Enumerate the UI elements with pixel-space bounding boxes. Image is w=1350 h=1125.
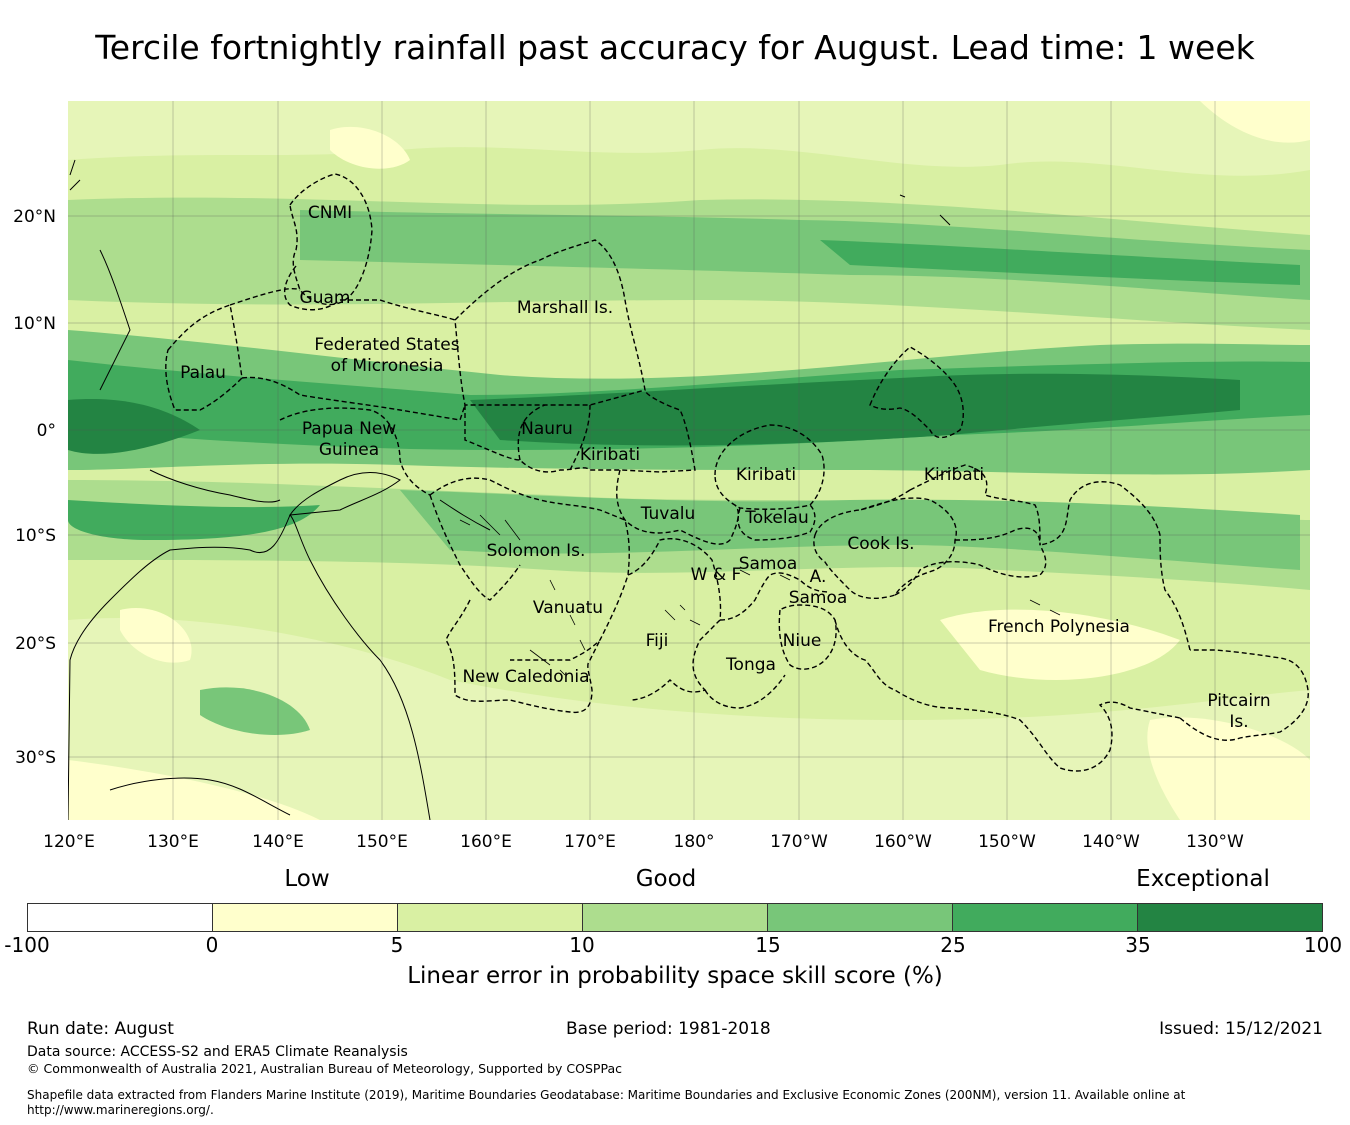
lon-label: 130°E bbox=[147, 832, 199, 852]
lat-label: 20°S bbox=[15, 634, 56, 654]
colorbar-segment bbox=[1138, 904, 1322, 931]
data-source: Data source: ACCESS-S2 and ERA5 Climate … bbox=[27, 1044, 408, 1060]
label-fiji: Fiji bbox=[646, 631, 669, 651]
lat-label: 20°N bbox=[13, 207, 56, 227]
label-nauru: Nauru bbox=[521, 419, 573, 439]
rainfall-skill-map: CNMI Guam Marshall Is. Federated States … bbox=[13, 101, 1310, 852]
label-palau: Palau bbox=[180, 363, 226, 383]
issued-date: Issued: 15/12/2021 bbox=[1159, 1019, 1323, 1039]
graticule bbox=[68, 101, 1310, 820]
coastlines bbox=[68, 159, 951, 820]
label-fsm-2: of Micronesia bbox=[331, 356, 444, 376]
legend-low: Low bbox=[284, 866, 330, 892]
colorbar-tick: 35 bbox=[1125, 933, 1151, 957]
shapefile-credit: Shapefile data extracted from Flanders M… bbox=[27, 1088, 1186, 1117]
label-cook: Cook Is. bbox=[847, 534, 914, 554]
colorbar-segment bbox=[583, 904, 768, 931]
label-pitcairn-1: Pitcairn bbox=[1207, 691, 1270, 711]
base-period: Base period: 1981-2018 bbox=[566, 1019, 771, 1039]
colorbar-segment bbox=[28, 904, 213, 931]
lat-label: 0° bbox=[37, 421, 56, 441]
colorbar bbox=[27, 903, 1323, 932]
label-samoa: Samoa bbox=[739, 554, 798, 574]
label-wallis-futuna: W & F bbox=[691, 565, 742, 585]
colorbar-segment bbox=[398, 904, 583, 931]
copyright: © Commonwealth of Australia 2021, Austra… bbox=[27, 1061, 622, 1076]
label-kiribati-central: Kiribati bbox=[736, 465, 796, 485]
label-pitcairn-2: Is. bbox=[1229, 712, 1248, 732]
label-tokelau: Tokelau bbox=[744, 508, 809, 528]
run-date: Run date: August bbox=[27, 1019, 174, 1039]
label-marshall: Marshall Is. bbox=[517, 298, 613, 318]
latitude-labels: 20°N 10°N 0° 10°S 20°S 30°S bbox=[13, 207, 56, 768]
label-png-1: Papua New bbox=[302, 419, 396, 439]
label-cnmi: CNMI bbox=[308, 203, 352, 223]
lon-label: 170°W bbox=[770, 832, 828, 852]
islands bbox=[459, 514, 1061, 676]
colorbar-tick: 10 bbox=[569, 933, 595, 957]
label-solomon: Solomon Is. bbox=[487, 541, 586, 561]
colorbar-tick: 5 bbox=[390, 933, 404, 957]
longitude-labels: 120°E 130°E 140°E 150°E 160°E 170°E 180°… bbox=[43, 832, 1244, 852]
lon-label: 150°W bbox=[978, 832, 1036, 852]
region-labels: CNMI Guam Marshall Is. Federated States … bbox=[180, 203, 1271, 732]
lon-label: 170°E bbox=[564, 832, 616, 852]
label-kiribati-west: Kiribati bbox=[580, 445, 640, 465]
lat-label: 10°S bbox=[15, 526, 56, 546]
colorbar-segment bbox=[953, 904, 1138, 931]
colorbar-title: Linear error in probability space skill … bbox=[407, 963, 943, 989]
label-fsm-1: Federated States bbox=[314, 335, 459, 355]
lon-label: 160°E bbox=[460, 832, 512, 852]
colorbar-segment bbox=[768, 904, 953, 931]
label-french-polynesia: French Polynesia bbox=[988, 617, 1130, 637]
lon-label: 150°E bbox=[356, 832, 408, 852]
label-png-2: Guinea bbox=[319, 440, 379, 460]
lon-label: 140°E bbox=[252, 832, 304, 852]
label-tonga: Tonga bbox=[725, 655, 776, 675]
map-field bbox=[68, 101, 1310, 820]
map-title: Tercile fortnightly rainfall past accura… bbox=[95, 28, 1255, 67]
legend-exceptional: Exceptional bbox=[1136, 866, 1270, 892]
colorbar-tick: 0 bbox=[205, 933, 219, 957]
label-guam: Guam bbox=[300, 288, 351, 308]
label-vanuatu: Vanuatu bbox=[533, 598, 603, 618]
label-am-samoa-1: A. bbox=[810, 567, 827, 587]
eez-boundaries bbox=[165, 173, 1309, 772]
lon-label: 130°W bbox=[1186, 832, 1244, 852]
colorbar-tick: 25 bbox=[940, 933, 966, 957]
legend-good: Good bbox=[635, 866, 697, 892]
lon-label: 160°W bbox=[874, 832, 932, 852]
colorbar-tick: -100 bbox=[4, 933, 50, 957]
colorbar-tick: 15 bbox=[755, 933, 781, 957]
lon-label: 120°E bbox=[43, 832, 95, 852]
lat-label: 10°N bbox=[13, 314, 56, 334]
colorbar-segment bbox=[213, 904, 398, 931]
label-am-samoa-2: Samoa bbox=[789, 588, 848, 608]
lon-label: 140°W bbox=[1082, 832, 1140, 852]
label-new-caledonia: New Caledonia bbox=[462, 667, 589, 687]
lon-label: 180° bbox=[674, 832, 715, 852]
colorbar-tick: 100 bbox=[1303, 933, 1343, 957]
lat-label: 30°S bbox=[15, 748, 56, 768]
label-kiribati-east: Kiribati bbox=[924, 465, 984, 485]
label-tuvalu: Tuvalu bbox=[640, 504, 696, 524]
label-niue: Niue bbox=[783, 631, 822, 651]
